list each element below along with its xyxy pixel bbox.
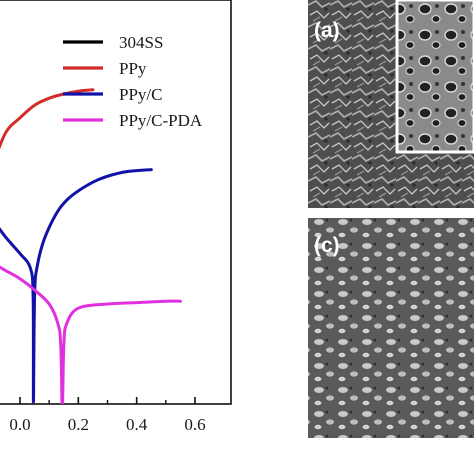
sem-panel-c-image — [308, 218, 474, 438]
legend-label: PPy — [119, 59, 147, 78]
sem-panel-a-label: (a) — [314, 19, 340, 42]
series-line-ppy — [0, 88, 95, 150]
sem-panel-c-label: (c) — [314, 234, 340, 257]
plot-frame — [0, 0, 232, 405]
series-line-ppy-c — [0, 168, 153, 404]
legend-label: PPy/C — [119, 85, 162, 104]
x-tick-label: 0.2 — [68, 415, 89, 434]
x-tick-label: 0.4 — [126, 415, 148, 434]
legend: 304SS PPy PPy/C PPy/C-PDA — [63, 33, 203, 130]
x-axis: 0.0 0.2 0.4 0.6 — [9, 397, 206, 434]
sem-panel-c: (c) — [308, 218, 474, 438]
x-tick-label: 0.6 — [184, 415, 205, 434]
series-layer — [0, 88, 182, 404]
x-tick-label: 0.0 — [9, 415, 30, 434]
series-line-ppy-c-pda — [0, 265, 182, 404]
sem-inset-image — [395, 0, 474, 154]
sem-panel-a: (a) — [308, 0, 474, 208]
legend-label: PPy/C-PDA — [119, 111, 203, 130]
legend-label: 304SS — [119, 33, 163, 52]
